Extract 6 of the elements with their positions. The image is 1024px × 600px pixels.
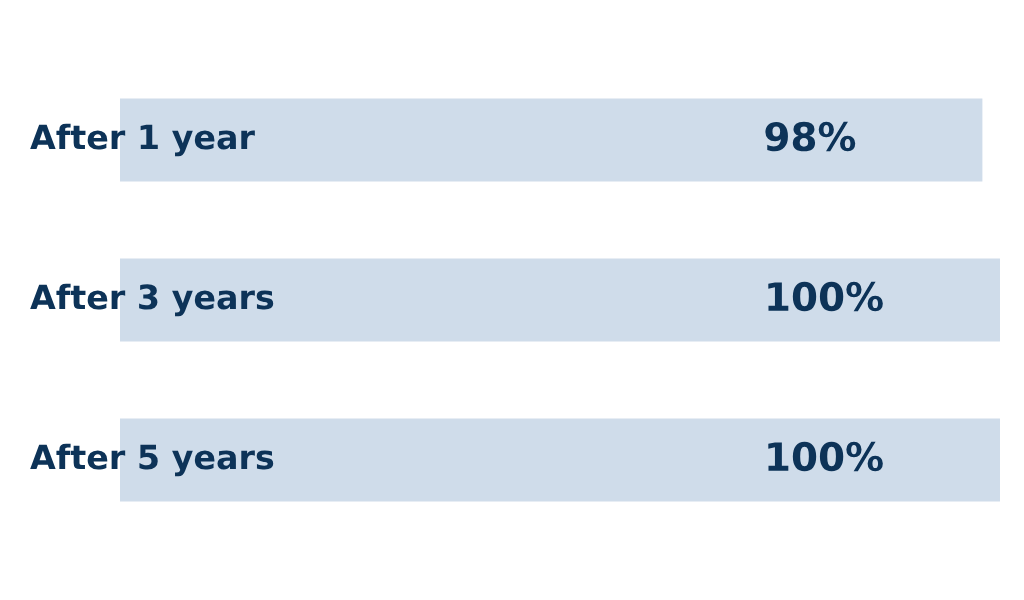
data-label: 98% <box>765 121 856 152</box>
data-label: 100% <box>768 441 883 472</box>
data-label: 100% <box>768 281 883 312</box>
y-tick-label: After 3 years <box>30 283 274 317</box>
y-tick-label: After 1 year <box>30 123 255 157</box>
y-tick-label: After 5 years <box>30 443 274 477</box>
